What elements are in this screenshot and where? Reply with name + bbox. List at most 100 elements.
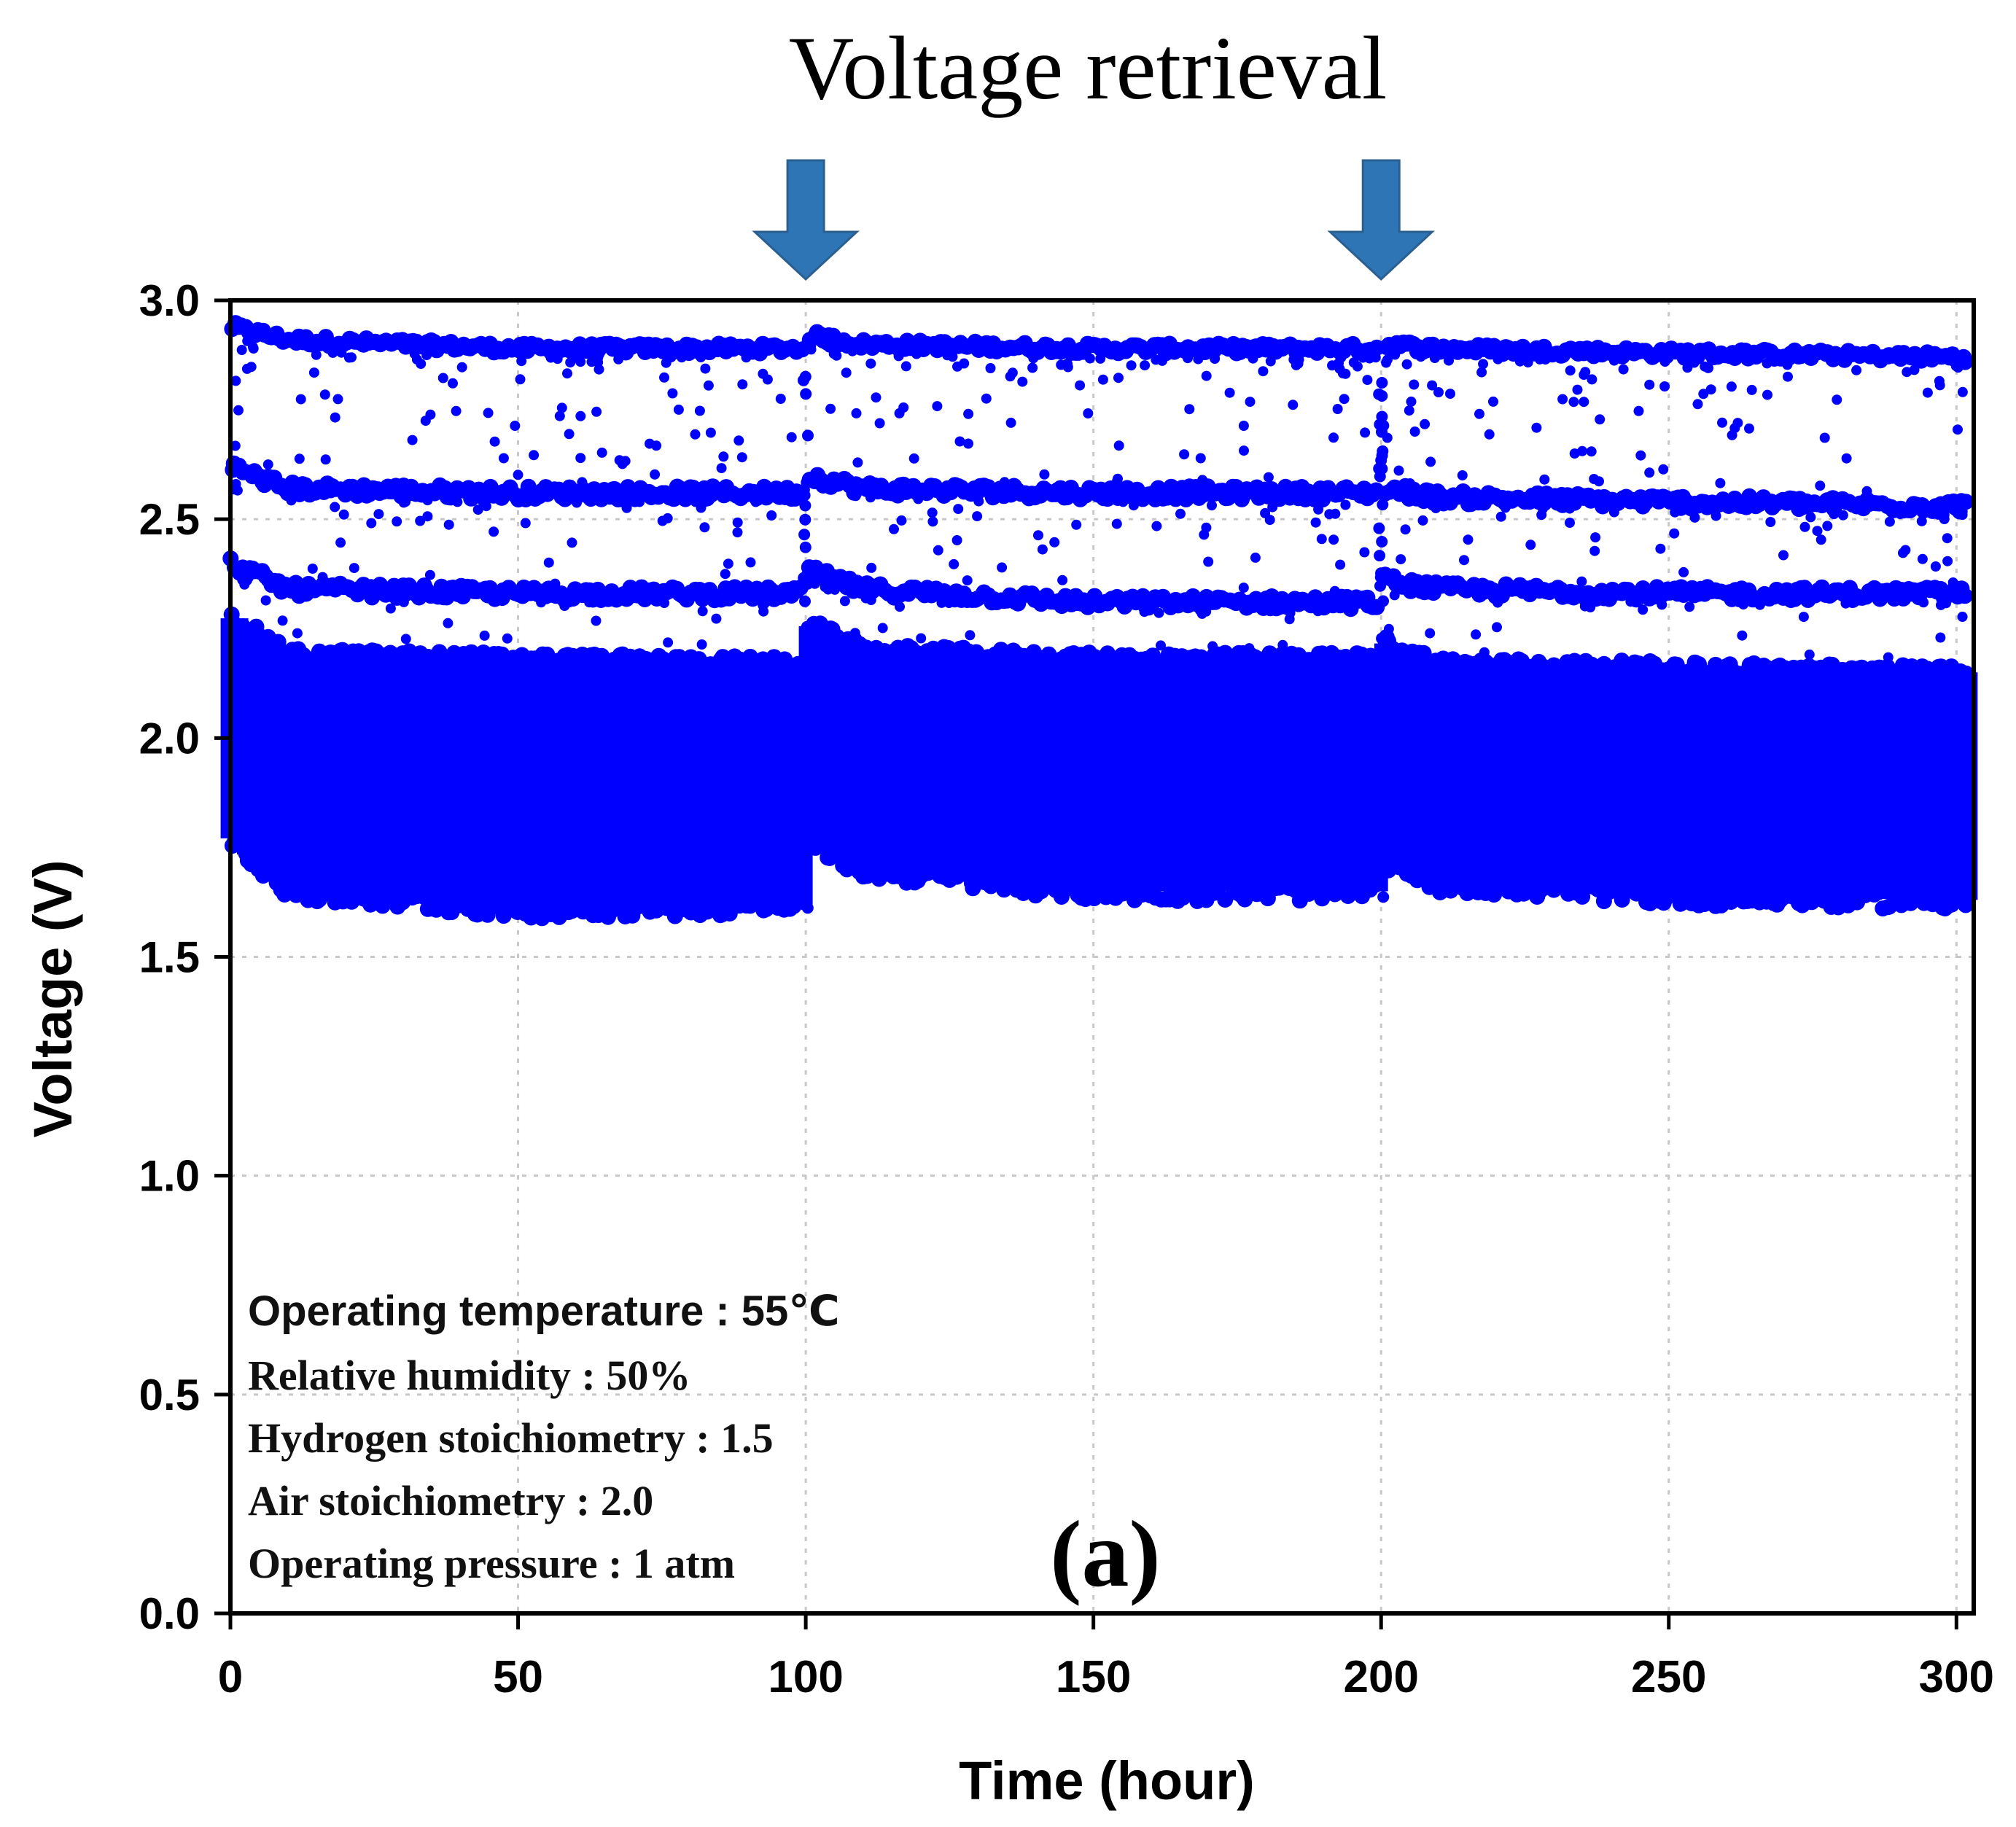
data-point xyxy=(1783,371,1793,382)
data-point xyxy=(1339,394,1350,405)
data-point xyxy=(1956,588,1973,604)
data-point xyxy=(947,351,958,362)
data-point xyxy=(703,380,714,391)
data-point xyxy=(1916,515,1927,526)
data-point xyxy=(1595,414,1606,425)
data-point xyxy=(1837,510,1848,521)
data-point xyxy=(422,511,433,522)
data-point xyxy=(801,568,814,580)
data-point xyxy=(711,613,722,624)
data-point xyxy=(1587,374,1597,385)
data-point xyxy=(1377,701,1389,713)
data-point xyxy=(799,370,812,383)
data-point xyxy=(1433,387,1444,397)
x-tick-label: 150 xyxy=(1056,1652,1131,1702)
data-point xyxy=(1390,349,1401,360)
data-point xyxy=(802,666,814,678)
data-point xyxy=(1669,528,1680,539)
data-point xyxy=(874,418,885,429)
data-point xyxy=(1537,503,1548,514)
y-tick-label: 2.0 xyxy=(139,714,200,763)
data-point xyxy=(277,615,288,626)
data-point xyxy=(1702,362,1713,373)
data-point xyxy=(1027,362,1038,373)
data-point xyxy=(1084,353,1095,364)
data-point xyxy=(1495,511,1506,522)
data-point xyxy=(1657,599,1667,610)
data-point xyxy=(1682,362,1693,373)
data-point xyxy=(262,459,273,470)
data-point xyxy=(1658,464,1669,475)
data-point xyxy=(1184,404,1195,415)
data-point xyxy=(889,523,899,534)
data-point xyxy=(1374,580,1386,592)
data-point xyxy=(806,344,817,355)
data-point xyxy=(1358,352,1369,363)
conditions-box: Operating temperature : 55℃ Relative hum… xyxy=(248,1288,840,1587)
data-point xyxy=(1203,556,1214,567)
data-point xyxy=(1444,355,1454,366)
data-point xyxy=(1224,387,1235,398)
data-point xyxy=(1500,502,1511,513)
data-point xyxy=(230,375,241,386)
data-point xyxy=(247,341,258,352)
data-point xyxy=(651,440,662,451)
data-point xyxy=(294,453,305,464)
data-point xyxy=(932,401,943,412)
data-point xyxy=(1525,539,1536,550)
data-point xyxy=(696,502,707,513)
data-point xyxy=(1590,532,1601,543)
data-point xyxy=(1957,510,1968,521)
data-point xyxy=(575,453,586,464)
data-point xyxy=(1201,370,1212,381)
data-point xyxy=(1113,473,1123,484)
data-point xyxy=(1717,417,1727,428)
data-point xyxy=(1362,375,1373,386)
data-point xyxy=(667,388,678,399)
data-point xyxy=(1237,891,1253,908)
data-point xyxy=(1264,515,1275,526)
data-point xyxy=(865,595,876,605)
data-point xyxy=(1738,599,1748,610)
data-point xyxy=(659,372,669,383)
data-point xyxy=(750,496,761,507)
data-point xyxy=(1028,353,1039,364)
data-point xyxy=(1376,410,1388,423)
data-point xyxy=(1936,599,1946,610)
data-point xyxy=(1531,422,1542,433)
data-point xyxy=(620,456,631,467)
data-point xyxy=(1374,804,1387,817)
data-point xyxy=(677,352,687,363)
data-point xyxy=(1659,357,1670,367)
data-point xyxy=(246,362,257,373)
data-point xyxy=(952,361,962,372)
data-point xyxy=(1377,634,1390,647)
data-point xyxy=(659,598,670,608)
y-tick-label: 2.5 xyxy=(139,495,200,544)
data-point xyxy=(1039,469,1050,480)
data-point xyxy=(1918,597,1929,608)
data-point xyxy=(336,347,347,358)
data-point xyxy=(1577,445,1588,456)
data-point xyxy=(1478,359,1489,370)
data-point xyxy=(1244,643,1255,654)
data-point xyxy=(1815,534,1826,545)
data-point xyxy=(242,575,252,585)
data-point xyxy=(1196,608,1207,619)
data-point xyxy=(1417,515,1428,526)
data-point xyxy=(1409,379,1420,390)
data-point xyxy=(452,496,463,507)
data-point xyxy=(1589,545,1600,556)
data-point xyxy=(1909,365,1920,375)
data-point xyxy=(1377,595,1389,607)
data-point xyxy=(1075,380,1086,391)
data-point xyxy=(483,408,494,418)
grid xyxy=(230,300,1974,1613)
data-point xyxy=(690,429,701,440)
data-point xyxy=(1111,518,1122,529)
data-point xyxy=(732,527,743,538)
data-point xyxy=(366,594,377,605)
data-point xyxy=(550,578,561,589)
data-point xyxy=(839,596,850,607)
data-point xyxy=(1396,554,1406,565)
